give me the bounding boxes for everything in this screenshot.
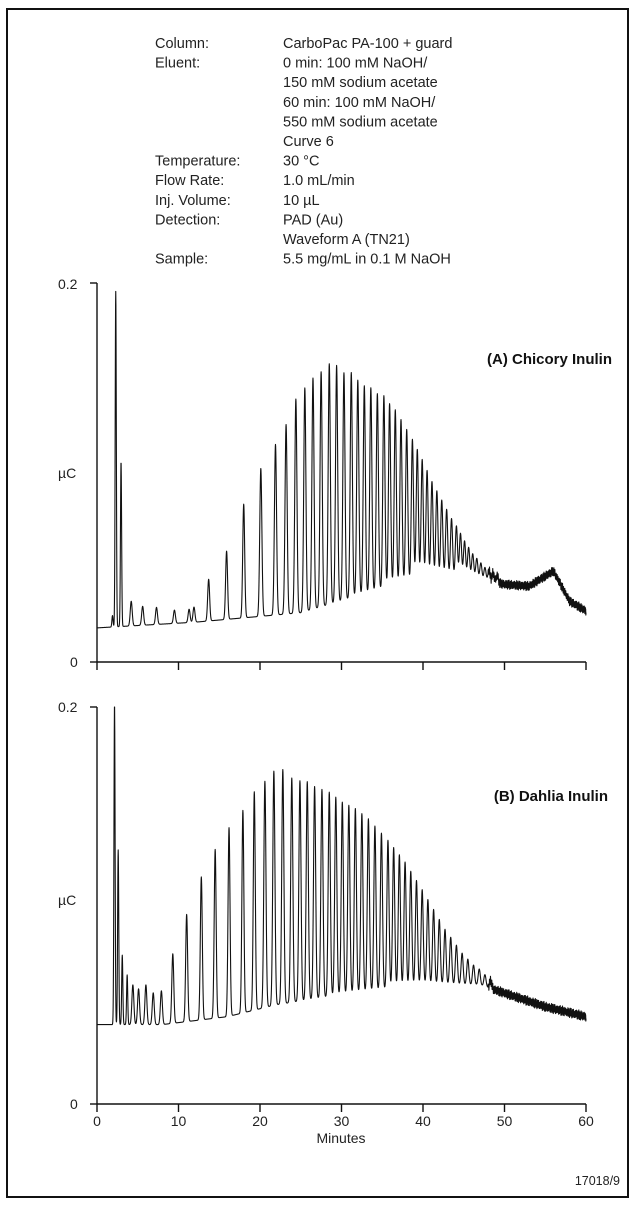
condition-value: 1.0 mL/min [283, 173, 355, 189]
y-axis-label-a: µC [58, 465, 76, 481]
condition-value: 550 mM sodium acetate [283, 114, 438, 130]
y-tick-label-max-b: 0.2 [58, 699, 78, 715]
y-tick-label-min-b: 0 [70, 1096, 78, 1112]
trace-dahlia [96, 706, 587, 1026]
condition-label: Flow Rate: [155, 173, 224, 189]
conditions-block: Column: CarboPac PA-100 + guard Eluent: 0 m… [155, 36, 452, 268]
condition-label: Column: [155, 36, 209, 52]
condition-value: Curve 6 [283, 134, 334, 150]
x-tick-labels-b: 0 10 20 30 40 50 60 [93, 1113, 594, 1129]
x-ticks-a [96, 662, 587, 670]
x-tick-label: 50 [497, 1113, 513, 1129]
y-ticks-b [90, 706, 97, 1105]
condition-value: 30 °C [283, 154, 319, 170]
x-tick-label: 10 [171, 1113, 187, 1129]
y-ticks-a [90, 282, 97, 663]
condition-value: 10 µL [283, 193, 320, 209]
x-axis-label: Minutes [316, 1130, 365, 1146]
figure-frame [6, 8, 629, 1198]
condition-value: 5.5 mg/mL in 0.1 M NaOH [283, 252, 451, 268]
condition-label: Eluent: [155, 56, 200, 72]
x-tick-label: 60 [578, 1113, 594, 1129]
y-tick-label-min-a: 0 [70, 654, 78, 670]
panel-title-b: (B) Dahlia Inulin [494, 788, 608, 805]
y-tick-label-max-a: 0.2 [58, 276, 78, 292]
x-tick-label: 20 [252, 1113, 268, 1129]
trace-chicory [96, 290, 587, 629]
condition-label: Inj. Volume: [155, 193, 231, 209]
condition-label: Sample: [155, 252, 208, 268]
condition-label: Temperature: [155, 154, 240, 170]
condition-value: CarboPac PA-100 + guard [283, 36, 452, 52]
x-tick-label: 30 [334, 1113, 350, 1129]
condition-value: PAD (Au) [283, 212, 343, 228]
condition-value: Waveform A (TN21) [283, 232, 410, 248]
condition-value: 60 min: 100 mM NaOH/ [283, 95, 436, 111]
condition-value: 0 min: 100 mM NaOH/ [283, 56, 428, 72]
panel-title-a: (A) Chicory Inulin [487, 351, 612, 368]
figure-id: 17018/9 [575, 1174, 620, 1188]
y-axis-label-b: µC [58, 892, 76, 908]
condition-label: Detection: [155, 212, 220, 228]
condition-value: 150 mM sodium acetate [283, 75, 438, 91]
x-tick-label: 40 [415, 1113, 431, 1129]
chart-panel-a: 0.2 0 µC (A) Chicory Inulin [58, 276, 612, 670]
chart-panel-b: 0.2 0 µC (B) Dahlia Inulin 0 10 20 30 40 50 60… [58, 699, 608, 1146]
x-ticks-b [96, 1104, 587, 1112]
x-tick-label: 0 [93, 1113, 101, 1129]
